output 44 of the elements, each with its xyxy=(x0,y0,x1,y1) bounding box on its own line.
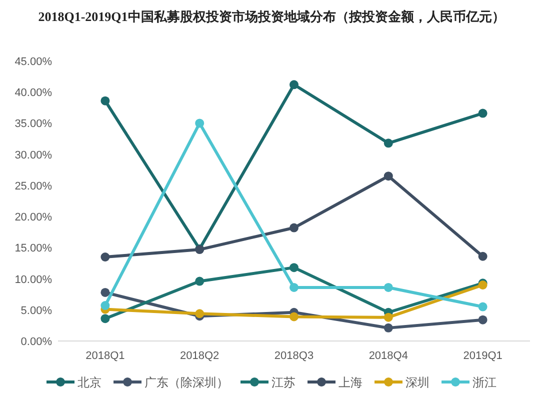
chart-title: 2018Q1-2019Q1中国私募股权投资市场投资地域分布（按投资金额，人民币亿元） xyxy=(37,8,506,26)
y-tick-label: 0.00% xyxy=(20,336,52,348)
y-tick-label: 45.00% xyxy=(14,56,52,68)
point xyxy=(195,118,204,128)
legend-label: 上海 xyxy=(338,376,362,390)
legend-label: 北京 xyxy=(78,376,102,390)
x-tick-label: 2018Q2 xyxy=(180,350,220,362)
point xyxy=(478,252,488,261)
y-tick-label: 35.00% xyxy=(14,118,52,130)
legend-label: 江苏 xyxy=(272,376,296,390)
point xyxy=(478,315,488,324)
point xyxy=(290,223,298,232)
point xyxy=(100,252,110,262)
point xyxy=(290,80,298,90)
point xyxy=(290,263,298,272)
legend-label: 浙江 xyxy=(472,376,496,390)
x-tick-label: 2019Q1 xyxy=(463,350,502,362)
legend-label: 深圳 xyxy=(406,376,430,390)
point xyxy=(290,282,298,292)
point xyxy=(100,96,110,106)
point xyxy=(195,309,204,318)
point xyxy=(384,312,393,322)
y-tick-label: 5.00% xyxy=(20,304,52,317)
point xyxy=(195,276,204,286)
point xyxy=(100,301,110,310)
x-tick-label: 2018Q4 xyxy=(368,350,408,362)
legend-label: 广东（除深圳） xyxy=(144,376,228,390)
point xyxy=(384,323,393,332)
y-tick-label: 15.00% xyxy=(14,242,52,255)
y-tick-label: 20.00% xyxy=(14,212,52,224)
x-tick-label: 2018Q3 xyxy=(274,350,314,362)
x-tick-label: 2018Q1 xyxy=(86,350,125,362)
point xyxy=(384,282,393,292)
y-tick-label: 10.00% xyxy=(14,274,52,286)
point xyxy=(100,314,110,324)
point xyxy=(478,302,488,312)
y-tick-label: 25.00% xyxy=(14,180,52,192)
point xyxy=(478,108,488,118)
point xyxy=(384,172,393,181)
point xyxy=(384,138,393,148)
point xyxy=(100,288,110,297)
y-tick-label: 40.00% xyxy=(14,87,52,100)
point xyxy=(290,312,298,322)
y-tick-label: 30.00% xyxy=(14,149,52,162)
